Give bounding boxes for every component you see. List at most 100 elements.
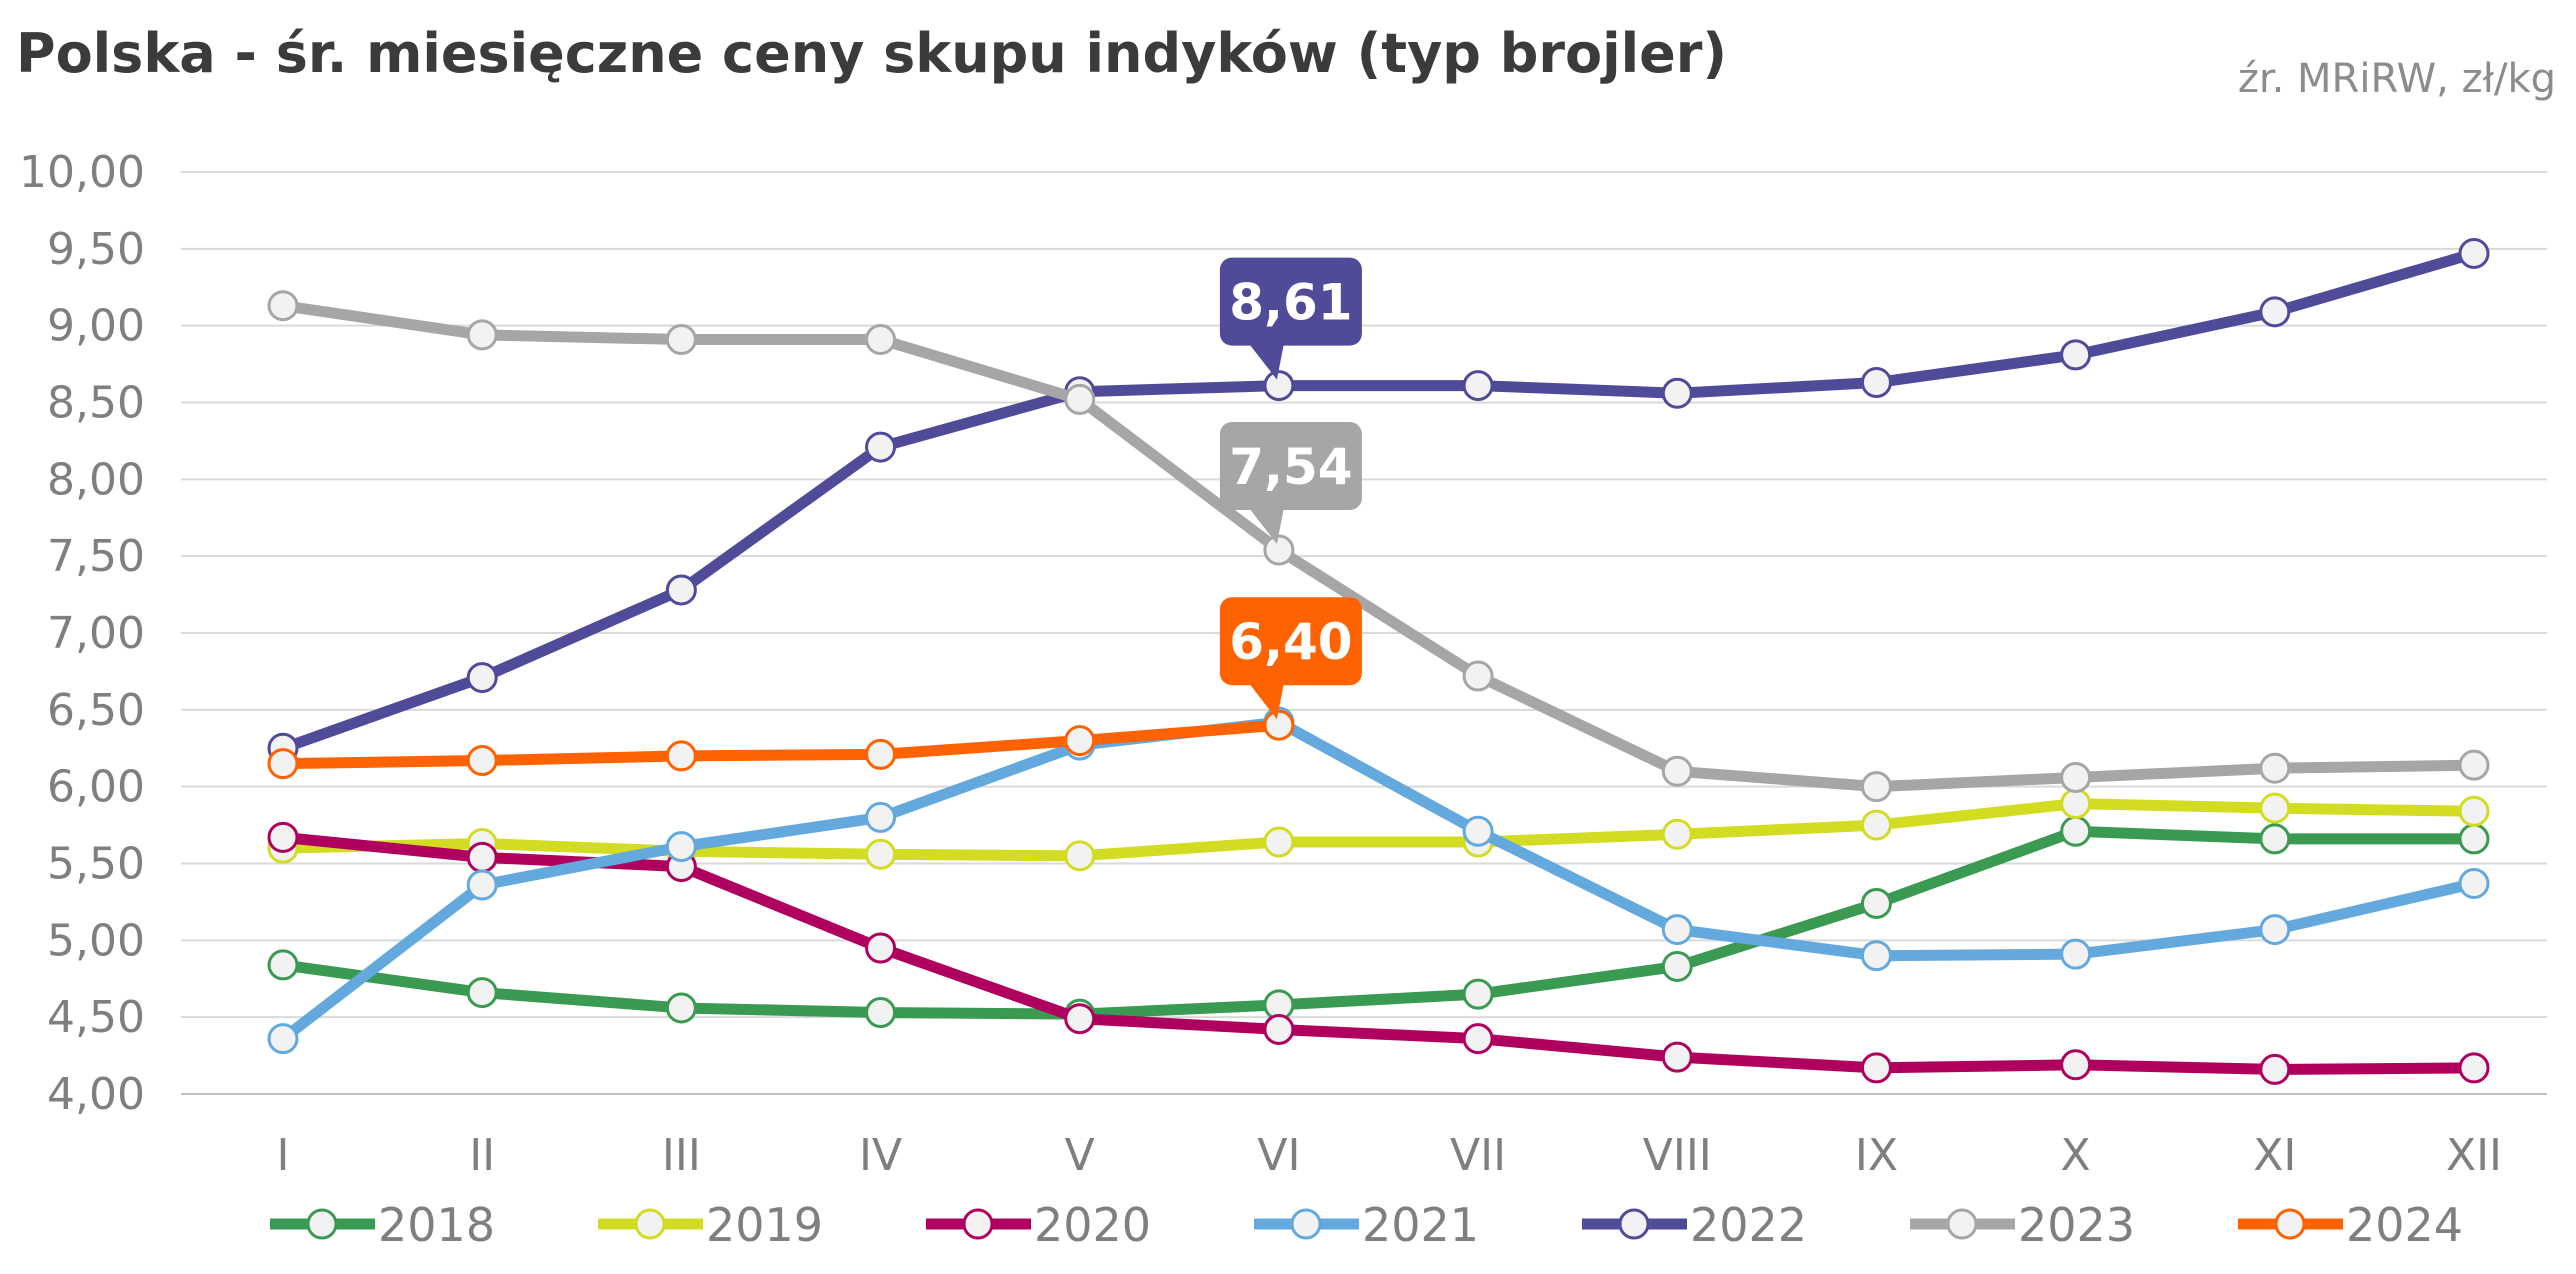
data-point-2024 bbox=[466, 745, 498, 777]
data-point-2024 bbox=[267, 748, 299, 780]
x-tick-label: VIII bbox=[1643, 1130, 1712, 1181]
data-point-2018 bbox=[2458, 823, 2490, 855]
data-point-2022 bbox=[1462, 370, 1494, 402]
data-point-2018 bbox=[2259, 823, 2291, 855]
data-point-2020 bbox=[1263, 1013, 1295, 1045]
data-label-pointer bbox=[1248, 683, 1284, 720]
data-label-text: 7,54 bbox=[1229, 438, 1352, 496]
y-tick-label: 8,00 bbox=[47, 454, 145, 505]
data-point-2020 bbox=[466, 841, 498, 873]
x-tick-label: I bbox=[277, 1130, 290, 1181]
series-line-2021 bbox=[279, 716, 2476, 1044]
legend-item-2018: 2018 bbox=[270, 1198, 495, 1252]
legend-label: 2023 bbox=[2018, 1198, 2135, 1252]
y-tick-label: 9,00 bbox=[47, 301, 145, 352]
data-point-2024 bbox=[665, 740, 697, 772]
x-tick-label: XII bbox=[2446, 1130, 2502, 1181]
legend-marker bbox=[962, 1208, 994, 1240]
data-point-2018 bbox=[1860, 887, 1892, 919]
y-tick-label: 4,00 bbox=[47, 1069, 145, 1120]
data-point-2018 bbox=[1462, 978, 1494, 1010]
data-point-2020 bbox=[865, 932, 897, 964]
data-point-2020 bbox=[2060, 1049, 2092, 1081]
y-tick-label: 6,50 bbox=[47, 685, 145, 736]
data-point-2021 bbox=[466, 869, 498, 901]
x-tick-label: IX bbox=[1855, 1130, 1898, 1181]
legend-marker bbox=[634, 1208, 666, 1240]
data-point-2023 bbox=[865, 323, 897, 355]
data-point-2020 bbox=[1064, 1003, 1096, 1035]
data-label-text: 6,40 bbox=[1229, 613, 1352, 671]
x-tick-label: II bbox=[469, 1130, 495, 1181]
data-point-2021 bbox=[865, 801, 897, 833]
legend-label: 2018 bbox=[378, 1198, 495, 1252]
data-point-2021 bbox=[1860, 940, 1892, 972]
data-point-2022 bbox=[1263, 370, 1295, 402]
data-point-2018 bbox=[665, 992, 697, 1024]
data-point-2018 bbox=[2060, 815, 2092, 847]
data-label-text: 8,61 bbox=[1229, 274, 1352, 332]
data-point-2022 bbox=[2060, 339, 2092, 371]
data-point-2020 bbox=[2259, 1053, 2291, 1085]
data-point-2020 bbox=[267, 821, 299, 853]
x-tick-label: VII bbox=[1450, 1130, 1506, 1181]
y-tick-label: 5,50 bbox=[47, 839, 145, 890]
legend-marker bbox=[1946, 1208, 1978, 1240]
data-point-2022 bbox=[865, 431, 897, 463]
data-label-box bbox=[1219, 257, 1362, 346]
y-tick-label: 7,50 bbox=[47, 531, 145, 582]
x-tick-label: XI bbox=[2253, 1130, 2296, 1181]
data-point-2022 bbox=[665, 574, 697, 606]
series-line-2020 bbox=[282, 831, 2475, 1075]
legend-label: 2024 bbox=[2346, 1198, 2463, 1252]
y-tick-label: 9,50 bbox=[47, 224, 145, 275]
data-point-2023 bbox=[2458, 749, 2490, 781]
x-tick-label: IV bbox=[859, 1130, 902, 1181]
series-line-2024 bbox=[282, 719, 1280, 770]
data-point-2024 bbox=[865, 738, 897, 770]
data-point-2018 bbox=[1661, 950, 1693, 982]
series-line-2018 bbox=[282, 825, 2474, 1020]
data-label-pointer bbox=[1248, 343, 1284, 380]
data-label-2023: 7,54 bbox=[1219, 422, 1362, 545]
data-point-2021 bbox=[267, 1023, 299, 1055]
data-point-2021 bbox=[1462, 815, 1494, 847]
data-point-2021 bbox=[665, 831, 697, 863]
data-point-2018 bbox=[267, 949, 299, 981]
data-point-2022 bbox=[1860, 367, 1892, 399]
x-tick-label: III bbox=[662, 1130, 701, 1181]
data-label-box bbox=[1219, 422, 1362, 511]
data-point-2024 bbox=[1064, 725, 1096, 757]
y-tick-label: 6,00 bbox=[47, 762, 145, 813]
data-point-2022 bbox=[466, 662, 498, 694]
data-point-2018 bbox=[865, 997, 897, 1029]
data-point-2020 bbox=[2458, 1052, 2490, 1084]
chart-title: Polska - śr. miesięczne ceny skupu indyk… bbox=[16, 22, 1727, 85]
data-point-2019 bbox=[1860, 809, 1892, 841]
legend-marker bbox=[2274, 1208, 2306, 1240]
x-tick-label: VI bbox=[1257, 1130, 1300, 1181]
series-2024 bbox=[267, 709, 1295, 780]
data-point-2023 bbox=[466, 319, 498, 351]
chart-source: źr. MRiRW, zł/kg bbox=[2238, 56, 2556, 102]
data-point-2022 bbox=[2458, 237, 2490, 269]
data-point-2019 bbox=[1064, 840, 1096, 872]
data-point-2020 bbox=[1661, 1041, 1693, 1073]
data-point-2023 bbox=[2060, 761, 2092, 793]
series-line-2022 bbox=[281, 248, 2476, 754]
series-2022 bbox=[267, 237, 2490, 764]
data-point-2019 bbox=[2458, 795, 2490, 827]
data-point-2024 bbox=[1263, 709, 1295, 741]
legend-label: 2019 bbox=[706, 1198, 823, 1252]
data-point-2023 bbox=[1860, 771, 1892, 803]
data-point-2020 bbox=[1860, 1052, 1892, 1084]
legend-marker bbox=[306, 1208, 338, 1240]
legend-label: 2022 bbox=[1690, 1198, 1807, 1252]
legend-marker bbox=[1290, 1208, 1322, 1240]
data-point-2019 bbox=[865, 838, 897, 870]
legend-item-2023: 2023 bbox=[1910, 1198, 2135, 1252]
data-point-2023 bbox=[665, 323, 697, 355]
data-point-2022 bbox=[1661, 377, 1693, 409]
data-point-2022 bbox=[2259, 296, 2291, 328]
data-label-2022: 8,61 bbox=[1219, 257, 1362, 380]
